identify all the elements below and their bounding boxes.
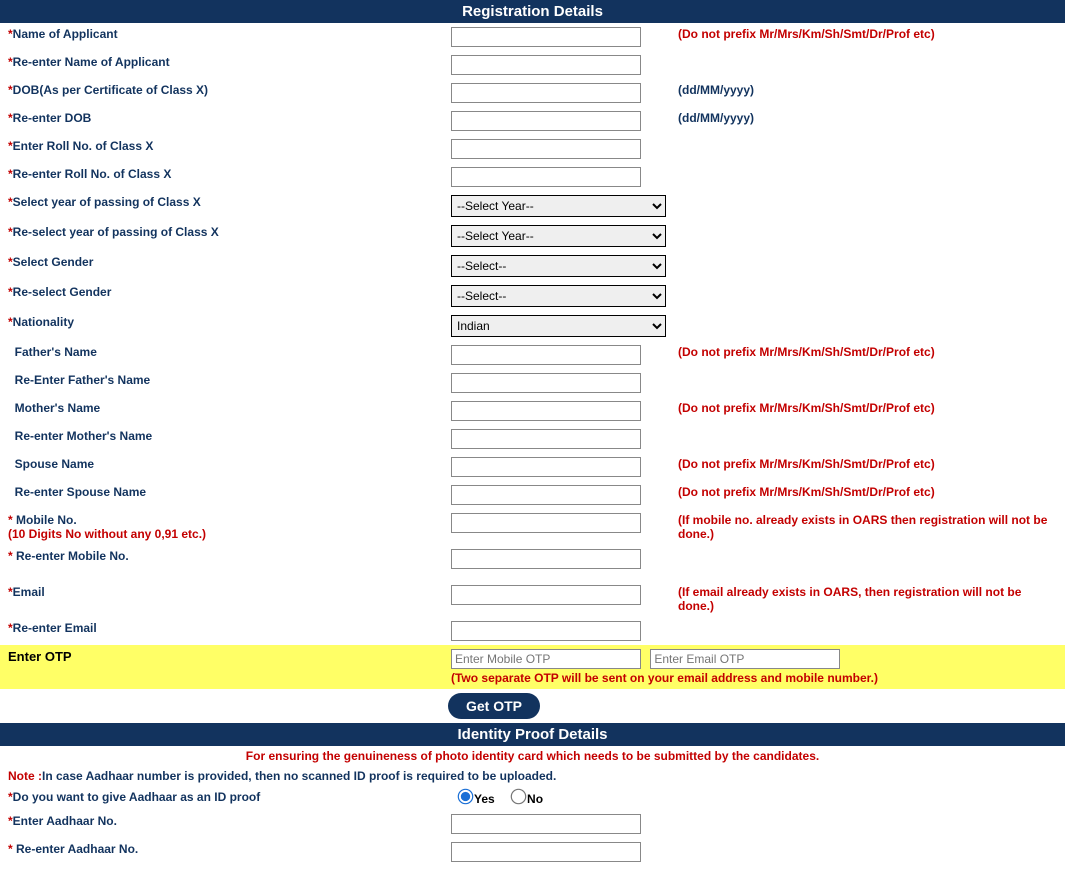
label-gender: Select Gender [13,255,94,269]
label-reyear: Re-select year of passing of Class X [13,225,219,239]
label-email: Email [13,585,45,599]
email-input[interactable] [451,585,641,605]
aadhaar-yes-label: Yes [472,792,501,806]
label-remother: Re-enter Mother's Name [15,429,153,443]
email-otp-input[interactable] [650,649,840,669]
label-year: Select year of passing of Class X [13,195,201,209]
label-respouse: Re-enter Spouse Name [15,485,146,499]
note-respouse-prefix: (Do not prefix Mr/Mrs/Km/Sh/Smt/Dr/Prof … [672,481,1065,509]
label-mobile: Mobile No. [13,513,77,527]
aadhaar-no-label: No [525,792,549,806]
aadhaar-input[interactable] [451,814,641,834]
identity-form: *Do you want to give Aadhaar as an ID pr… [0,786,1065,866]
year-select[interactable]: --Select Year-- [451,195,666,217]
note-dob-fmt: (dd/MM/yyyy) [672,79,1065,107]
respouse-input[interactable] [451,485,641,505]
gender-select[interactable]: --Select-- [451,255,666,277]
note-email: (If email already exists in OARS, then r… [672,581,1065,617]
note-mother-prefix: (Do not prefix Mr/Mrs/Km/Sh/Smt/Dr/Prof … [672,397,1065,425]
label-otp: Enter OTP [0,645,445,689]
label-aadhaar: Enter Aadhaar No. [13,814,117,828]
label-nationality: Nationality [13,315,74,329]
name-input[interactable] [451,27,641,47]
reroll-input[interactable] [451,167,641,187]
label-mobile-sub: (10 Digits No without any 0,91 etc.) [8,527,206,541]
note-otp: (Two separate OTP will be sent on your e… [451,671,1059,685]
reyear-select[interactable]: --Select Year-- [451,225,666,247]
mother-input[interactable] [451,401,641,421]
label-reemail: Re-enter Email [13,621,97,635]
aadhaar-no-radio[interactable] [511,789,527,805]
label-redob: Re-enter DOB [13,111,92,125]
refather-input[interactable] [451,373,641,393]
reemail-input[interactable] [451,621,641,641]
note-redob-fmt: (dd/MM/yyyy) [672,107,1065,135]
remobile-input[interactable] [451,549,641,569]
mobile-otp-input[interactable] [451,649,641,669]
label-aadhaar-q: Do you want to give Aadhaar as an ID pro… [13,790,261,804]
label-father: Father's Name [15,345,97,359]
label-readhaar: Re-enter Aadhaar No. [13,842,139,856]
nationality-select[interactable]: Indian [451,315,666,337]
identity-note-2: In case Aadhaar number is provided, then… [42,769,556,783]
identity-note-1: For ensuring the genuineness of photo id… [0,746,1065,766]
remother-input[interactable] [451,429,641,449]
identity-header: Identity Proof Details [0,723,1065,746]
label-reroll: Re-enter Roll No. of Class X [13,167,172,181]
father-input[interactable] [451,345,641,365]
regender-select[interactable]: --Select-- [451,285,666,307]
roll-input[interactable] [451,139,641,159]
registration-header: Registration Details [0,0,1065,23]
label-refather: Re-Enter Father's Name [15,373,151,387]
aadhaar-yes-radio[interactable] [458,789,474,805]
label-spouse: Spouse Name [15,457,94,471]
label-name: Name of Applicant [13,27,118,41]
note-father-prefix: (Do not prefix Mr/Mrs/Km/Sh/Smt/Dr/Prof … [672,341,1065,369]
redob-input[interactable] [451,111,641,131]
note-mobile: (If mobile no. already exists in OARS th… [672,509,1065,545]
label-mother: Mother's Name [15,401,101,415]
label-dob: DOB(As per Certificate of Class X) [13,83,208,97]
label-regender: Re-select Gender [13,285,112,299]
spouse-input[interactable] [451,457,641,477]
dob-input[interactable] [451,83,641,103]
note-name-prefix: (Do not prefix Mr/Mrs/Km/Sh/Smt/Dr/Prof … [672,23,1065,51]
note-spouse-prefix: (Do not prefix Mr/Mrs/Km/Sh/Smt/Dr/Prof … [672,453,1065,481]
registration-form: *Name of Applicant (Do not prefix Mr/Mrs… [0,23,1065,723]
rename-input[interactable] [451,55,641,75]
mobile-input[interactable] [451,513,641,533]
identity-note-2-prefix: Note : [8,769,42,783]
get-otp-button[interactable]: Get OTP [448,693,540,719]
label-roll: Enter Roll No. of Class X [13,139,154,153]
readhaar-input[interactable] [451,842,641,862]
label-remobile: Re-enter Mobile No. [13,549,129,563]
label-rename: Re-enter Name of Applicant [13,55,170,69]
